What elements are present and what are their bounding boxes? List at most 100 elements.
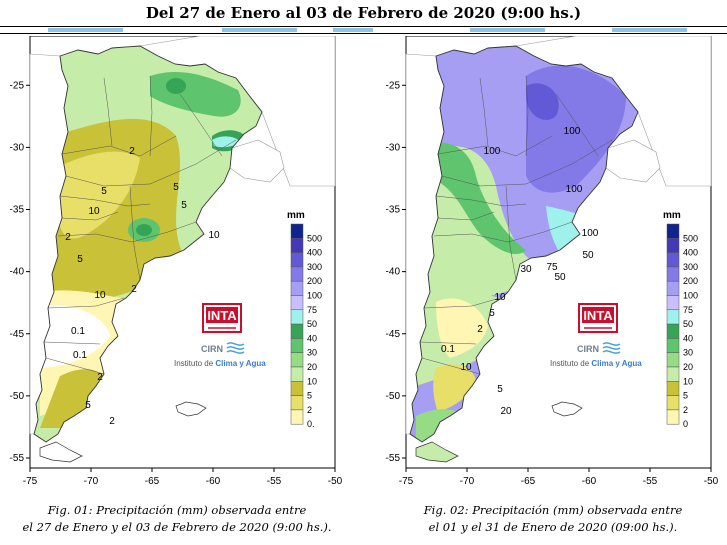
x-tick-label: -50: [328, 476, 343, 487]
legend-label: 300: [683, 262, 698, 272]
province-boundary: [437, 211, 495, 221]
legend-swatch: [666, 381, 680, 396]
contour-label: 10: [208, 230, 220, 241]
legend-label: 100: [307, 291, 322, 301]
wave-line: [226, 350, 245, 354]
province-boundary: [441, 139, 613, 187]
legend-label: 200: [307, 276, 322, 286]
legend-swatch: [290, 266, 304, 282]
legend-label: 400: [683, 248, 698, 258]
map-caption-2: Fig. 02: Precipitación (mm) observada en…: [388, 502, 718, 536]
province-boundary: [45, 357, 105, 375]
y-tick-label: -55: [10, 453, 25, 464]
legend-label: 200: [683, 276, 698, 286]
y-tick-label: -25: [10, 80, 25, 91]
contour-label: 50: [582, 250, 594, 261]
precip-zone-dry: [40, 305, 110, 368]
tab-marker-3: [333, 28, 373, 32]
contour-label: 5: [173, 182, 179, 193]
y-tick-label: -55: [386, 453, 401, 464]
inta-logo: INTA CIRN Instituto de Clima y Agua: [550, 303, 642, 368]
province-boundary: [179, 93, 223, 157]
legend-unit: mm: [663, 210, 681, 221]
precip-zone-south-5mm: [433, 364, 476, 412]
caption-1-line-2: el 27 de Enero y el 03 de Febrero de 202…: [22, 520, 332, 534]
legend-swatch: [290, 381, 304, 396]
legend-label: 500: [307, 233, 322, 243]
contour-label: 2: [477, 324, 483, 335]
tierra-del-fuego: [39, 441, 83, 463]
legend-swatch: [666, 395, 680, 411]
uruguay-outline: [605, 139, 661, 183]
contour-label: 10: [88, 206, 100, 217]
page-title: Del 27 de Enero al 03 de Febrero de 2020…: [145, 4, 582, 22]
legend-label: 500: [683, 233, 698, 243]
inta-logo-text: INTA: [583, 308, 613, 323]
province-boundary: [433, 221, 573, 243]
legend-label: 2: [307, 405, 312, 415]
x-tick-label: -70: [84, 476, 99, 487]
province-boundary: [435, 195, 527, 207]
province-boundary: [419, 341, 477, 345]
legend-swatch: [666, 280, 680, 296]
contour-label: 5: [181, 200, 187, 211]
legend-swatch: [666, 295, 680, 311]
contour-label: 5: [101, 186, 107, 197]
province-boundary: [57, 221, 197, 243]
inta-logo-text: INTA: [207, 308, 237, 323]
province-boundary: [61, 211, 119, 221]
institute-label: Instituto de Clima y Agua: [174, 359, 266, 368]
legend-label: 30: [307, 348, 317, 358]
legend-swatch: [290, 238, 304, 253]
legend-swatch: [666, 323, 680, 339]
tab-marker-5: [612, 28, 687, 32]
legend-label: 30: [683, 348, 693, 358]
legend-label: 40: [683, 333, 693, 343]
legend-unit: mm: [287, 210, 305, 221]
malvinas-islands: [175, 401, 207, 417]
legend-label: 5: [683, 391, 688, 401]
contour-label: 20: [500, 406, 512, 417]
legend-swatch: [290, 309, 304, 325]
precipitation-legend: 500 400 300 200 100 75 50 40 30 20 10 5 2 0.: [290, 223, 322, 429]
cirn-label: CIRN: [201, 344, 223, 354]
y-tick-label: -50: [10, 391, 25, 402]
precip-zone-40mm: [416, 142, 526, 255]
contour-label: 100: [566, 184, 583, 195]
legend-swatch: [666, 366, 680, 382]
legend-swatch: [666, 338, 680, 353]
contour-label: 30: [520, 264, 532, 275]
legend-swatch: [290, 295, 304, 311]
legend-label: 100: [683, 291, 698, 301]
province-boundary: [61, 135, 177, 157]
wave-line: [226, 346, 245, 350]
legend-label: 20: [683, 362, 693, 372]
y-tick-label: -30: [386, 142, 401, 153]
y-tick-label: -35: [10, 205, 25, 216]
x-tick-label: -55: [643, 476, 658, 487]
map-caption-1: Fig. 01: Precipitación (mm) observada en…: [12, 502, 342, 536]
inta-logo: INTA CIRN Instituto de Clima y Agua: [174, 303, 266, 368]
precip-zone-ne-75mm: [212, 136, 240, 148]
x-tick-label: -55: [267, 476, 282, 487]
y-tick-label: -50: [386, 391, 401, 402]
legend-swatch: [290, 252, 304, 268]
province-boundary: [65, 139, 237, 187]
legend-swatch: [666, 352, 680, 368]
y-tick-label: -30: [10, 142, 25, 153]
province-boundaries: [43, 75, 237, 375]
tab-marker-1: [48, 28, 123, 32]
legend-label: 50: [683, 319, 693, 329]
legend-swatch: [666, 266, 680, 282]
legend-swatch: [666, 238, 680, 253]
y-tick-label: -45: [10, 329, 25, 340]
legend-swatch: [666, 252, 680, 268]
x-tick-label: -75: [23, 476, 38, 487]
contour-label: 5: [85, 400, 91, 411]
legend-label: 300: [307, 262, 322, 272]
province-boundary: [525, 75, 529, 157]
x-tick-label: -70: [460, 476, 475, 487]
